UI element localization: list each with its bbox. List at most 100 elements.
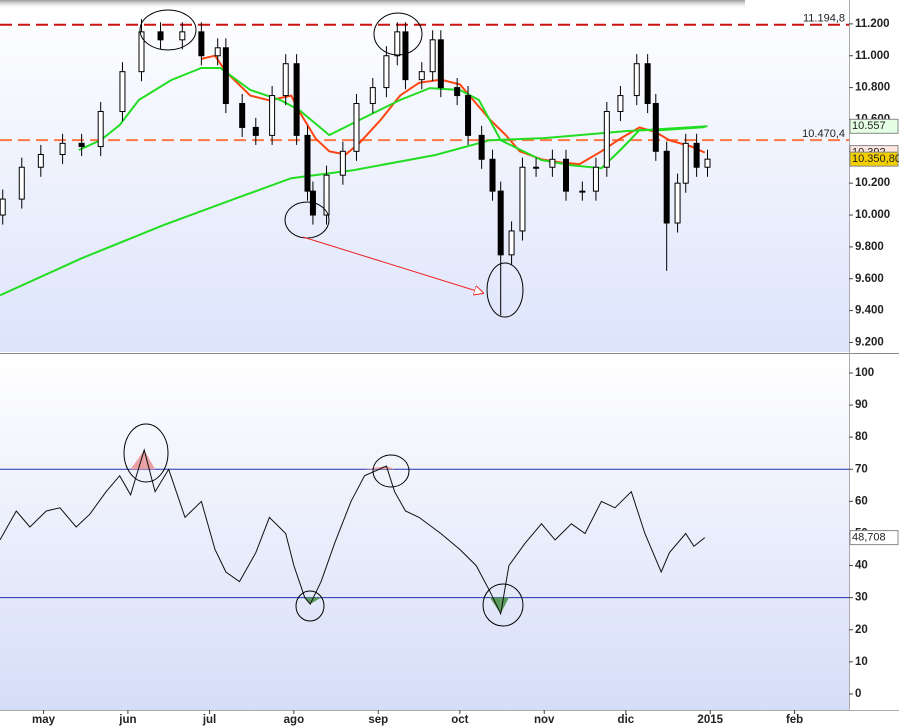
y-tick-label: 0 [855, 688, 861, 700]
candle-body [579, 190, 586, 193]
y-tick-label: 9.800 [855, 241, 884, 253]
y-tick-label: 10.200 [855, 177, 890, 189]
candle-body [252, 126, 259, 136]
candle-body [18, 166, 25, 200]
candle-body [478, 134, 485, 160]
candle-body [198, 31, 205, 57]
y-tick-label: 80 [855, 431, 868, 443]
y-tick-label: 9.400 [855, 305, 884, 317]
value-tag [849, 530, 899, 546]
annotation-ellipse [373, 12, 423, 56]
candle-body [304, 134, 311, 192]
annotation-arrow [302, 236, 483, 293]
candle-body [214, 47, 221, 57]
y-tick-label: 90 [855, 399, 868, 411]
band-fill [386, 466, 395, 470]
candle-body [282, 63, 289, 97]
candle-body [293, 63, 300, 136]
y-tick-label: 9.600 [855, 273, 884, 285]
candle-body [519, 166, 526, 232]
candle-body [603, 110, 610, 168]
annotation-ellipse [486, 262, 524, 318]
annotation-ellipse [139, 9, 197, 51]
annotation-ellipse [372, 454, 410, 488]
candle-body [437, 39, 444, 89]
candle-body [239, 103, 246, 128]
candle-body [454, 87, 461, 97]
value-tag [849, 118, 899, 134]
y-tick-label: 10.000 [855, 209, 890, 221]
candle-body [563, 158, 569, 192]
candle-body [0, 198, 6, 216]
candle-body [533, 166, 540, 169]
candle-body [119, 71, 126, 112]
candle-body [59, 142, 66, 155]
candle-body [704, 158, 711, 168]
candle-body [157, 31, 164, 41]
candle-body [323, 174, 330, 216]
series-line [201, 54, 706, 166]
candle-body [179, 31, 186, 41]
y-tick-label: 11.200 [855, 18, 890, 30]
candle-body [429, 39, 436, 73]
x-tick-label: sep [368, 714, 388, 726]
y-tick-label: 60 [855, 495, 868, 507]
candle-body [652, 103, 659, 152]
candle-body [644, 63, 651, 105]
candle-body [402, 31, 409, 81]
reference-label: 10.470,4 [802, 128, 845, 140]
candle-body [339, 150, 346, 176]
y-tick-label: 11.000 [855, 50, 890, 62]
candle-body [78, 142, 85, 148]
candle-body [663, 150, 670, 224]
value-tag-label: 48,708 [852, 532, 886, 544]
x-tick-label: 2015 [697, 714, 723, 726]
candle-body [222, 47, 229, 105]
band-fill [144, 450, 156, 470]
y-tick-label: 30 [855, 592, 868, 604]
y-tick-label: 40 [855, 560, 868, 572]
candle-body [549, 158, 556, 168]
annotations [123, 9, 524, 627]
value-tag-label: 10.350,80 [852, 153, 899, 165]
candle-body [269, 95, 276, 136]
candle-body [383, 55, 390, 89]
x-tick-label: nov [534, 714, 555, 726]
candle-body [138, 31, 145, 73]
x-tick-label: jul [202, 714, 216, 726]
series-line [0, 448, 706, 616]
candle-body [418, 71, 425, 81]
candle-body [394, 31, 401, 57]
rsi-panel [0, 355, 849, 710]
x-tick-label: feb [786, 714, 803, 726]
candle-body [633, 63, 640, 97]
annotation-ellipse [482, 583, 524, 627]
candle-body [369, 87, 376, 105]
candle-body [674, 182, 681, 224]
y-tick-label: 100 [855, 367, 874, 379]
y-tick-label: 20 [855, 624, 868, 636]
y-tick-label: 10 [855, 656, 868, 668]
value-tag-label: 10.557 [852, 120, 886, 132]
band-fill [489, 597, 501, 614]
top-shadow [0, 0, 745, 9]
reference-label: 11.194,8 [803, 13, 845, 25]
candle-body [682, 142, 689, 184]
price-panel [0, 0, 849, 352]
candle-body [617, 95, 624, 112]
band-fill [130, 450, 145, 470]
annotation-ellipse [295, 590, 325, 622]
annotation-ellipse [123, 423, 169, 483]
candle-body [465, 95, 472, 136]
x-tick-label: dic [618, 714, 635, 726]
y-tick-label: 70 [855, 463, 868, 475]
candle-body [37, 153, 44, 168]
series-line [0, 125, 708, 297]
y-tick-label: 10.800 [855, 82, 890, 94]
candle-body [97, 110, 104, 148]
x-tick-label: may [32, 714, 56, 726]
candle-body [489, 158, 496, 192]
candle-body [508, 230, 515, 256]
x-tick-label: oct [451, 714, 468, 726]
